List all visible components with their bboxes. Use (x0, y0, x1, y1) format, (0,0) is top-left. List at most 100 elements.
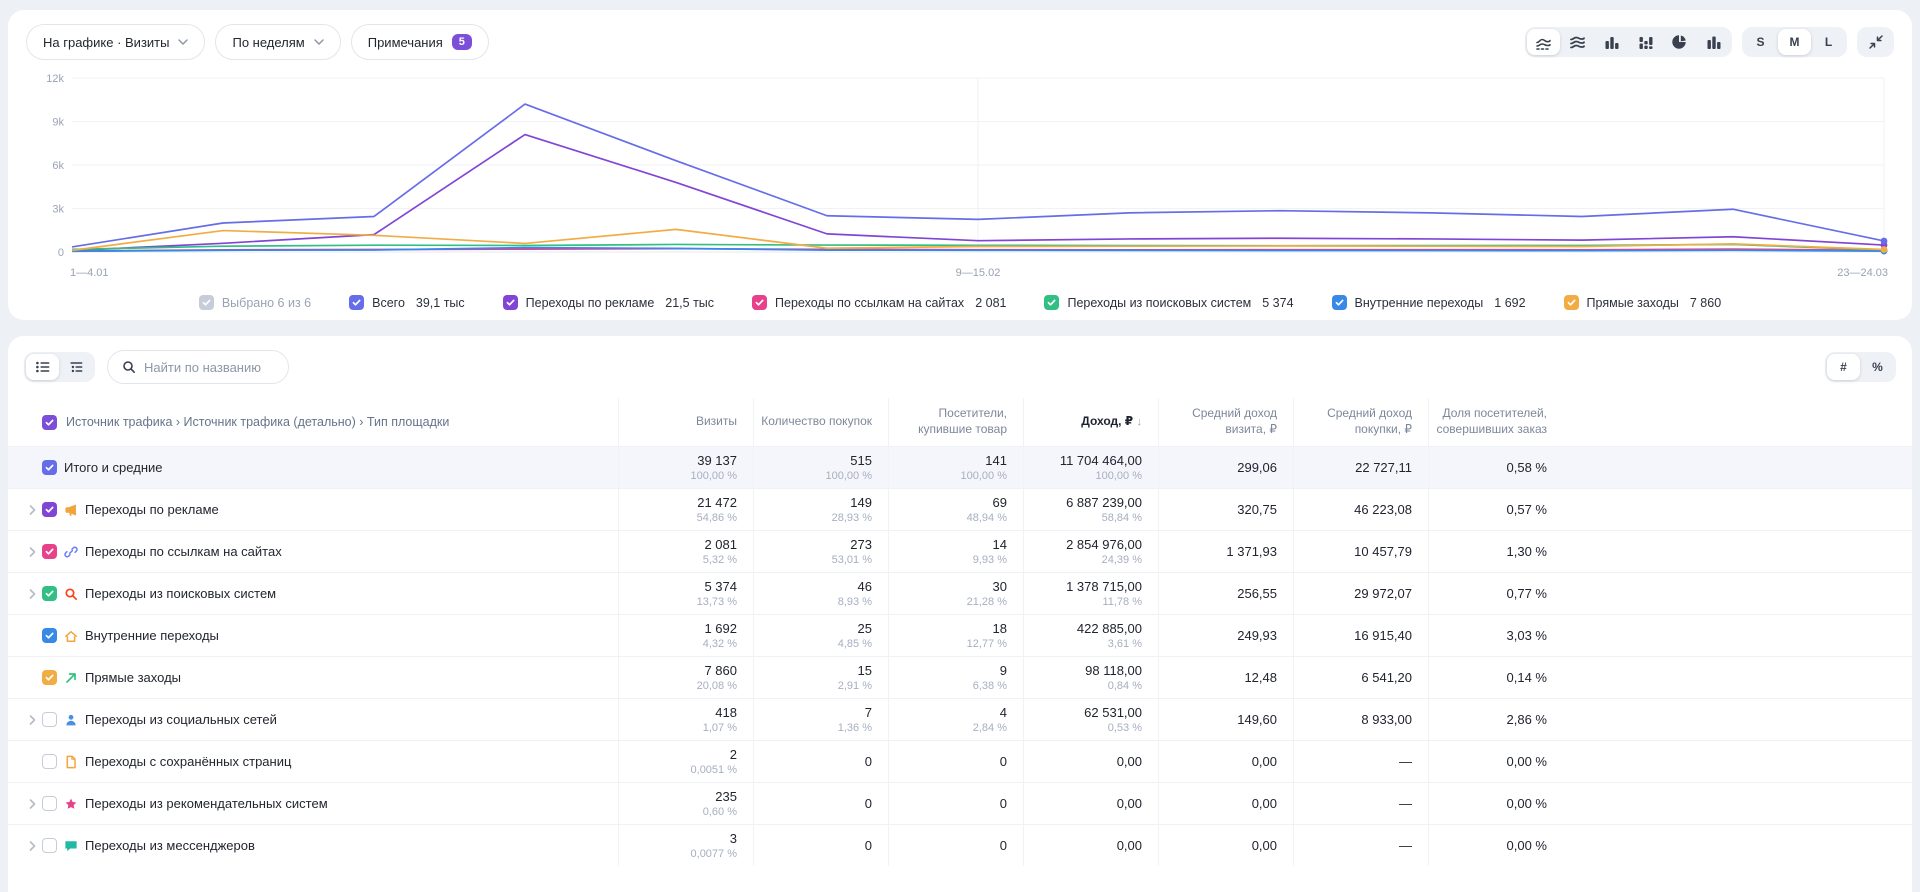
source-name[interactable]: Итого и средние (64, 460, 162, 475)
table-cell: 422 885,003,61 % (1023, 615, 1158, 656)
expand-chevron-icon[interactable] (28, 840, 37, 852)
legend-checkbox[interactable] (1564, 295, 1579, 310)
expand-chevron-icon[interactable] (28, 588, 37, 600)
size-option-l[interactable]: L (1812, 29, 1845, 55)
metric-dropdown[interactable]: На графике · Визиты (26, 24, 205, 60)
row-checkbox[interactable] (42, 670, 57, 685)
chart-type-bars-icon[interactable] (1595, 29, 1628, 55)
legend-item-series[interactable]: Переходы из поисковых систем5 374 (1044, 295, 1293, 310)
legend-item-series[interactable]: Переходы по рекламе21,5 тыс (503, 295, 714, 310)
source-name[interactable]: Прямые заходы (85, 670, 181, 685)
chevron-down-icon (314, 39, 324, 45)
legend-checkbox[interactable] (1332, 295, 1347, 310)
format-option-#[interactable]: # (1827, 354, 1860, 380)
table-cell: 299,06 (1158, 447, 1293, 488)
column-header[interactable]: Доля посетителей, совершивших заказ (1428, 398, 1563, 446)
tree-view-icon[interactable] (60, 354, 93, 380)
expand-chevron-icon[interactable] (28, 714, 37, 726)
source-name[interactable]: Переходы с сохранённых страниц (85, 754, 291, 769)
size-option-m[interactable]: M (1778, 29, 1811, 55)
notes-button[interactable]: Примечания 5 (351, 24, 489, 60)
grouping-dropdown-label: По неделям (232, 35, 304, 50)
source-name[interactable]: Переходы по ссылкам на сайтах (85, 544, 282, 559)
column-header[interactable]: Средний доход покупки, ₽ (1293, 398, 1428, 446)
table-cell: 0 (888, 783, 1023, 824)
arrow-icon (64, 671, 78, 685)
table-cell: 21 47254,86 % (618, 489, 753, 530)
legend-selected-count[interactable]: Выбрано 6 из 6 (199, 295, 311, 310)
table-cell: 0,00 (1158, 825, 1293, 866)
row-checkbox[interactable] (42, 544, 57, 559)
source-name[interactable]: Переходы из мессенджеров (85, 838, 255, 853)
row-checkbox[interactable] (42, 796, 57, 811)
source-name[interactable]: Переходы из поисковых систем (85, 586, 276, 601)
svg-text:12k: 12k (46, 73, 64, 85)
list-view-icon[interactable] (26, 354, 59, 380)
expand-chevron-icon[interactable] (28, 546, 37, 558)
chart-type-columns-icon[interactable] (1697, 29, 1730, 55)
legend-checkbox[interactable] (503, 295, 518, 310)
row-checkbox[interactable] (42, 502, 57, 517)
visits-chart: 03k6k9k12k1—4.019—15.0223—24.03 (26, 66, 1906, 282)
search-icon (122, 360, 136, 374)
source-name[interactable]: Переходы по рекламе (85, 502, 219, 517)
table-cell: 515100,00 % (753, 447, 888, 488)
grouping-dropdown[interactable]: По неделям (215, 24, 340, 60)
source-name-cell: Переходы из поисковых систем (8, 573, 618, 614)
legend-checkbox[interactable] (1044, 295, 1059, 310)
column-header[interactable]: Средний доход визита, ₽ (1158, 398, 1293, 446)
svg-text:0: 0 (58, 247, 64, 259)
legend-item-series[interactable]: Внутренние переходы1 692 (1332, 295, 1526, 310)
source-name-cell: Переходы по ссылкам на сайтах (8, 531, 618, 572)
source-name[interactable]: Переходы из рекомендательных систем (85, 796, 328, 811)
legend-item-series[interactable]: Переходы по ссылкам на сайтах2 081 (752, 295, 1006, 310)
row-checkbox[interactable] (42, 838, 57, 853)
chart-type-stacked-area-icon[interactable] (1561, 29, 1594, 55)
table-cell: 468,93 % (753, 573, 888, 614)
table-cell: — (1293, 825, 1428, 866)
table-row: Переходы по рекламе 21 47254,86 %14928,93… (8, 488, 1912, 530)
search-input[interactable] (144, 360, 274, 375)
legend-checkbox[interactable] (199, 295, 214, 310)
chart-toolbar: На графике · Визиты По неделям Примечани… (26, 24, 1894, 60)
source-name[interactable]: Внутренние переходы (85, 628, 219, 643)
row-checkbox[interactable] (42, 754, 57, 769)
expand-chevron-icon[interactable] (28, 798, 37, 810)
table-cell: 0,00 (1158, 783, 1293, 824)
table-cell: 0,58 % (1428, 447, 1563, 488)
source-name[interactable]: Переходы из социальных сетей (85, 712, 277, 727)
view-mode-switcher (24, 352, 95, 382)
expand-chevron-icon[interactable] (28, 504, 37, 516)
column-header[interactable]: Посетители, купившие товар (888, 398, 1023, 446)
format-option-%[interactable]: % (1861, 354, 1894, 380)
collapse-group (1857, 27, 1894, 57)
legend-checkbox[interactable] (752, 295, 767, 310)
row-checkbox[interactable] (42, 628, 57, 643)
row-checkbox[interactable] (42, 586, 57, 601)
size-option-s[interactable]: S (1744, 29, 1777, 55)
column-header[interactable]: Визиты (618, 398, 753, 446)
legend-checkbox[interactable] (349, 295, 364, 310)
document-icon (64, 755, 78, 769)
table-cell: 0 (888, 825, 1023, 866)
legend-item-series[interactable]: Всего39,1 тыс (349, 295, 465, 310)
row-checkbox[interactable] (42, 460, 57, 475)
column-header[interactable]: Количество покупок (753, 398, 888, 446)
table-cell: 141100,00 % (888, 447, 1023, 488)
dimension-breadcrumb[interactable]: Источник трафика › Источник трафика (дет… (66, 415, 449, 429)
column-header[interactable]: Доход, ₽ ↓ (1023, 398, 1158, 446)
select-all-checkbox[interactable] (42, 415, 57, 430)
legend-item-series[interactable]: Прямые заходы7 860 (1564, 295, 1722, 310)
table-row: Прямые заходы7 86020,08 %152,91 %96,38 %… (8, 656, 1912, 698)
row-checkbox[interactable] (42, 712, 57, 727)
chart-type-stacked-bars-icon[interactable] (1629, 29, 1662, 55)
table-header-row: Источник трафика › Источник трафика (дет… (8, 398, 1912, 446)
chart-type-pie-icon[interactable] (1663, 29, 1696, 55)
source-name-cell: Переходы из рекомендательных систем (8, 783, 618, 824)
source-name-cell: Переходы по рекламе (8, 489, 618, 530)
table-cell: 0,57 % (1428, 489, 1563, 530)
collapse-chart-icon[interactable] (1859, 29, 1892, 55)
table-cell: 16 915,40 (1293, 615, 1428, 656)
table-cell: 14928,93 % (753, 489, 888, 530)
chart-type-line-icon[interactable] (1527, 29, 1560, 55)
